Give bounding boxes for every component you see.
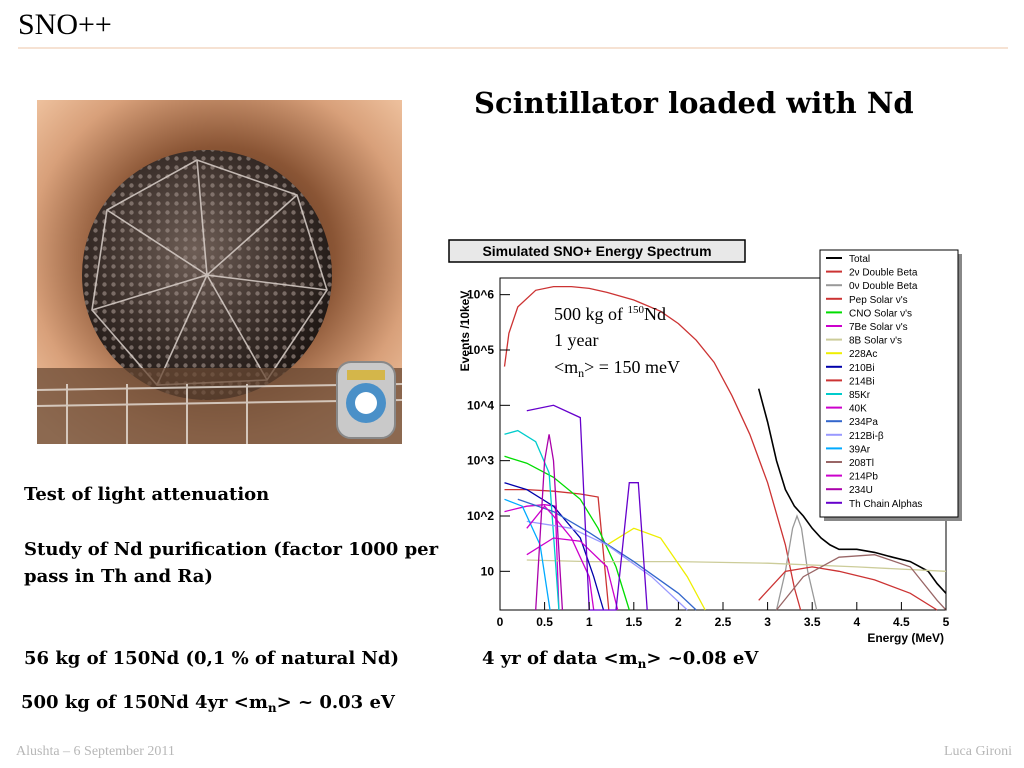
y-tick-label: 10^2 (467, 509, 494, 523)
legend-label: Total (849, 254, 870, 265)
legend-label: 228Ac (849, 349, 877, 360)
legend-label: 40K (849, 404, 867, 415)
series-line-10 (504, 429, 560, 611)
y-tick-label: 10^4 (467, 398, 494, 412)
y-tick-label: 10^6 (467, 288, 494, 302)
chart-title-box (448, 239, 746, 263)
slide-heading: Scintillator loaded with Nd (474, 86, 914, 120)
legend-label: Th Chain Alphas (849, 499, 922, 510)
series-line-0 (757, 388, 947, 594)
x-tick-label: 0.5 (536, 615, 553, 629)
title-divider (18, 47, 1008, 49)
series-line-15 (775, 554, 947, 611)
legend-label: 208Tl (849, 458, 874, 469)
x-tick-label: 4 (853, 615, 860, 629)
chart-annotation: 500 kg of 150Nd 1 year <mn> = 150 meV (554, 304, 680, 380)
series-line-17 (535, 434, 564, 611)
series-line-9 (758, 566, 938, 611)
y-tick-label: 10^3 (467, 454, 494, 468)
annotation-line1: 500 kg of 150Nd (554, 304, 666, 324)
y-tick-label: 10 (481, 564, 495, 578)
x-axis-label: Energy (MeV) (867, 631, 944, 645)
x-tick-label: 0 (497, 615, 504, 629)
series-line-7 (606, 527, 706, 611)
series-line-3 (504, 488, 610, 611)
bullet-4yr-sensitivity: 4 yr of data <mn> ~0.08 eV (482, 648, 759, 671)
footer-author: Luca Gironi (943, 744, 1012, 759)
legend-label: 8B Solar ν's (849, 336, 902, 347)
bullet-500kg-sensitivity: 500 kg of 150Nd 4yr <mn> ~ 0.03 eV (21, 692, 395, 715)
chart-legend: Total 2ν Double Beta 0ν Double Beta Pep Sol… (819, 249, 962, 521)
footer-event: Alushta – 6 September 2011 (16, 744, 175, 759)
detector-photo (37, 100, 402, 444)
series-line-11 (526, 537, 619, 611)
energy-spectrum-chart: Simulated SNO+ Energy Spectrum 0 0.5 1 1.5 2… (448, 239, 962, 645)
x-tick-label: 1.5 (625, 615, 642, 629)
series-line-14 (504, 498, 551, 611)
legend-label: 234U (849, 485, 873, 496)
legend-label: 39Ar (849, 444, 871, 455)
series-line-6 (526, 559, 947, 572)
x-tick-label: 4.5 (893, 615, 910, 629)
series-line-8 (504, 482, 605, 611)
x-tick-label: 3 (764, 615, 771, 629)
y-axis-ticks: 10 10^2 10^3 10^4 10^5 10^6 (467, 288, 510, 578)
annotation-line2: 1 year (554, 330, 598, 350)
bullet-nd-mass: 56 kg of 150Nd (0,1 % of natural Nd) (24, 648, 399, 669)
legend-label: CNO Solar ν's (849, 308, 912, 319)
slide-title: SNO++ (18, 8, 112, 41)
x-tick-label: 1 (586, 615, 593, 629)
legend-label: 234Pa (849, 417, 878, 428)
x-tick-label: 5 (943, 615, 950, 629)
sno-logo-icon (336, 361, 396, 439)
legend-label: 2ν Double Beta (849, 268, 918, 279)
legend-label: Pep Solar ν's (849, 295, 908, 306)
legend-items: Total 2ν Double Beta 0ν Double Beta Pep Sol… (826, 254, 922, 510)
series-line-5 (504, 504, 560, 611)
x-tick-label: 2 (675, 615, 682, 629)
chart-title: Simulated SNO+ Energy Spectrum (482, 243, 711, 259)
y-axis-label: Events /10keV (458, 291, 472, 372)
bullet-nd-purification: Study of Nd purification (factor 1000 pe… (24, 539, 439, 587)
series-line-18 (526, 404, 648, 611)
series-layer (503, 285, 947, 611)
annotation-line3: <mn> = 150 meV (554, 357, 680, 380)
legend-label: 214Bi (849, 376, 875, 387)
legend-label: 212Bi-β (849, 431, 884, 442)
legend-label: 214Pb (849, 472, 878, 483)
y-tick-label: 10^5 (467, 343, 494, 357)
x-tick-label: 2.5 (715, 615, 732, 629)
legend-label: 0ν Double Beta (849, 281, 918, 292)
series-line-1 (503, 285, 802, 611)
bullet-light-attenuation: Test of light attenuation (24, 484, 270, 505)
legend-label: 210Bi (849, 363, 875, 374)
series-line-13 (526, 520, 688, 611)
legend-label: 7Be Solar ν's (849, 322, 908, 333)
series-line-4 (504, 455, 630, 611)
x-tick-label: 3.5 (804, 615, 821, 629)
legend-label: 85Kr (849, 390, 871, 401)
x-axis-ticks: 0 0.5 1 1.5 2 2.5 3 3.5 4 4.5 5 (497, 602, 950, 629)
